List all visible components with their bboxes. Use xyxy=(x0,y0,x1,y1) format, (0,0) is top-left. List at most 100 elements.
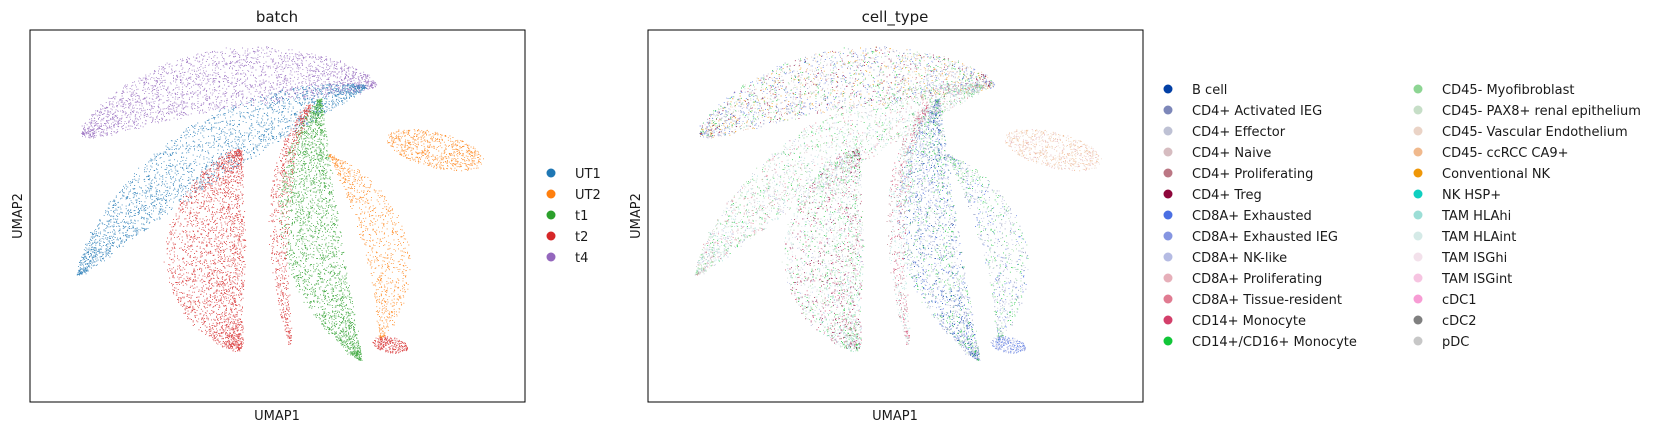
point-set xyxy=(1005,128,1100,172)
cell-type-scatter-points xyxy=(694,46,1102,361)
cluster-ut2b xyxy=(946,153,1029,341)
legend-marker xyxy=(1413,105,1423,115)
legend-label: CD8A+ NK-like xyxy=(1192,251,1287,266)
legend-marker xyxy=(1413,147,1423,157)
legend-label: t1 xyxy=(575,209,588,224)
point-set xyxy=(278,98,363,361)
cluster-t1 xyxy=(896,98,981,361)
legend-marker xyxy=(546,231,556,241)
cluster-t2 xyxy=(163,149,247,353)
point-set xyxy=(784,150,864,352)
legend-marker xyxy=(1163,336,1173,346)
point-set xyxy=(81,46,378,139)
point-set xyxy=(947,155,1027,341)
cluster-ut2a xyxy=(387,128,484,172)
point-set xyxy=(898,99,980,358)
point-set xyxy=(700,46,991,137)
legend-marker xyxy=(1413,273,1423,283)
cluster-t2tail xyxy=(886,104,931,345)
legend-label: cDC1 xyxy=(1442,293,1477,308)
panel-cell-type-frame xyxy=(647,29,1144,403)
point-set xyxy=(387,128,484,172)
batch-legend: UT1 UT2 t1 t2 t4 xyxy=(546,167,601,266)
legend-marker xyxy=(1413,168,1423,178)
panel-cell-type-ylabel: UMAP2 xyxy=(629,193,644,239)
legend-marker xyxy=(546,168,556,178)
legend-label: CD14+ Monocyte xyxy=(1192,314,1306,329)
legend-marker xyxy=(1163,147,1173,157)
legend-marker xyxy=(1163,252,1173,262)
batch-scatter-points xyxy=(76,46,484,361)
point-set xyxy=(700,51,993,136)
legend-label: pDC xyxy=(1442,335,1469,350)
legend-label: CD45- PAX8+ renal epithelium xyxy=(1442,104,1641,119)
point-set xyxy=(897,98,980,361)
legend-label: CD8A+ Tissue-resident xyxy=(1192,293,1342,308)
point-set xyxy=(694,83,982,275)
point-set xyxy=(898,99,980,361)
legend-label: CD45- Vascular Endothelium xyxy=(1442,125,1628,140)
legend-label: CD4+ Treg xyxy=(1192,188,1262,203)
point-set xyxy=(888,104,929,344)
point-set xyxy=(947,154,1029,340)
legend-label: CD14+/CD16+ Monocyte xyxy=(1192,335,1357,350)
legend-marker xyxy=(546,189,556,199)
legend-marker xyxy=(1413,126,1423,136)
legend-marker xyxy=(546,252,556,262)
legend-label: Conventional NK xyxy=(1442,167,1551,182)
cluster-t1extra xyxy=(372,336,408,354)
legend-marker xyxy=(1163,231,1173,241)
legend-marker xyxy=(1163,84,1173,94)
cluster-t4 xyxy=(699,46,996,139)
cluster-t1extra xyxy=(990,336,1026,354)
point-set xyxy=(787,149,864,352)
legend-marker xyxy=(1163,105,1173,115)
legend-marker xyxy=(1163,273,1173,283)
legend-marker xyxy=(1413,231,1423,241)
legend-marker xyxy=(1413,84,1423,94)
legend-marker xyxy=(546,210,556,220)
cluster-ut2b xyxy=(328,153,411,341)
legend-label: CD4+ Proliferating xyxy=(1192,167,1313,182)
legend-label: NK HSP+ xyxy=(1442,188,1501,203)
legend-label: TAM ISGint xyxy=(1441,272,1512,287)
legend-label: UT2 xyxy=(575,188,601,203)
point-set xyxy=(695,84,984,276)
point-set xyxy=(992,336,1026,354)
point-set xyxy=(704,47,993,139)
cluster-t2 xyxy=(781,149,865,353)
legend-label: t4 xyxy=(575,251,588,266)
legend-label: CD4+ Activated IEG xyxy=(1192,104,1322,119)
point-set xyxy=(785,149,863,349)
legend-label: TAM ISGhi xyxy=(1441,251,1507,266)
legend-marker xyxy=(1413,210,1423,220)
legend-label: CD8A+ Proliferating xyxy=(1192,272,1322,287)
point-set xyxy=(948,156,1028,340)
point-set xyxy=(784,150,864,352)
point-set xyxy=(946,153,1028,341)
point-set xyxy=(268,104,313,345)
legend-label: cDC2 xyxy=(1442,314,1477,329)
legend-label: t2 xyxy=(575,230,588,245)
legend-marker xyxy=(1413,336,1423,346)
point-set xyxy=(700,47,992,137)
panel-batch-title: batch xyxy=(256,8,298,26)
point-set xyxy=(699,47,995,138)
legend-marker xyxy=(1413,252,1423,262)
point-set xyxy=(896,99,980,360)
point-set xyxy=(990,337,1026,353)
point-set xyxy=(163,149,247,353)
cluster-ut1 xyxy=(694,82,986,276)
legend-label: TAM HLAint xyxy=(1441,230,1516,245)
point-set xyxy=(785,151,865,352)
point-set xyxy=(696,84,985,274)
point-set xyxy=(888,104,931,341)
legend-label: UT1 xyxy=(575,167,601,182)
panel-cell-type-title: cell_type xyxy=(862,8,929,27)
panel-cell-type-xlabel: UMAP1 xyxy=(872,409,918,424)
cluster-ut2a xyxy=(1005,128,1102,172)
panel-batch-frame xyxy=(29,29,526,403)
legend-label: CD4+ Naive xyxy=(1192,146,1271,161)
point-set xyxy=(703,46,996,139)
